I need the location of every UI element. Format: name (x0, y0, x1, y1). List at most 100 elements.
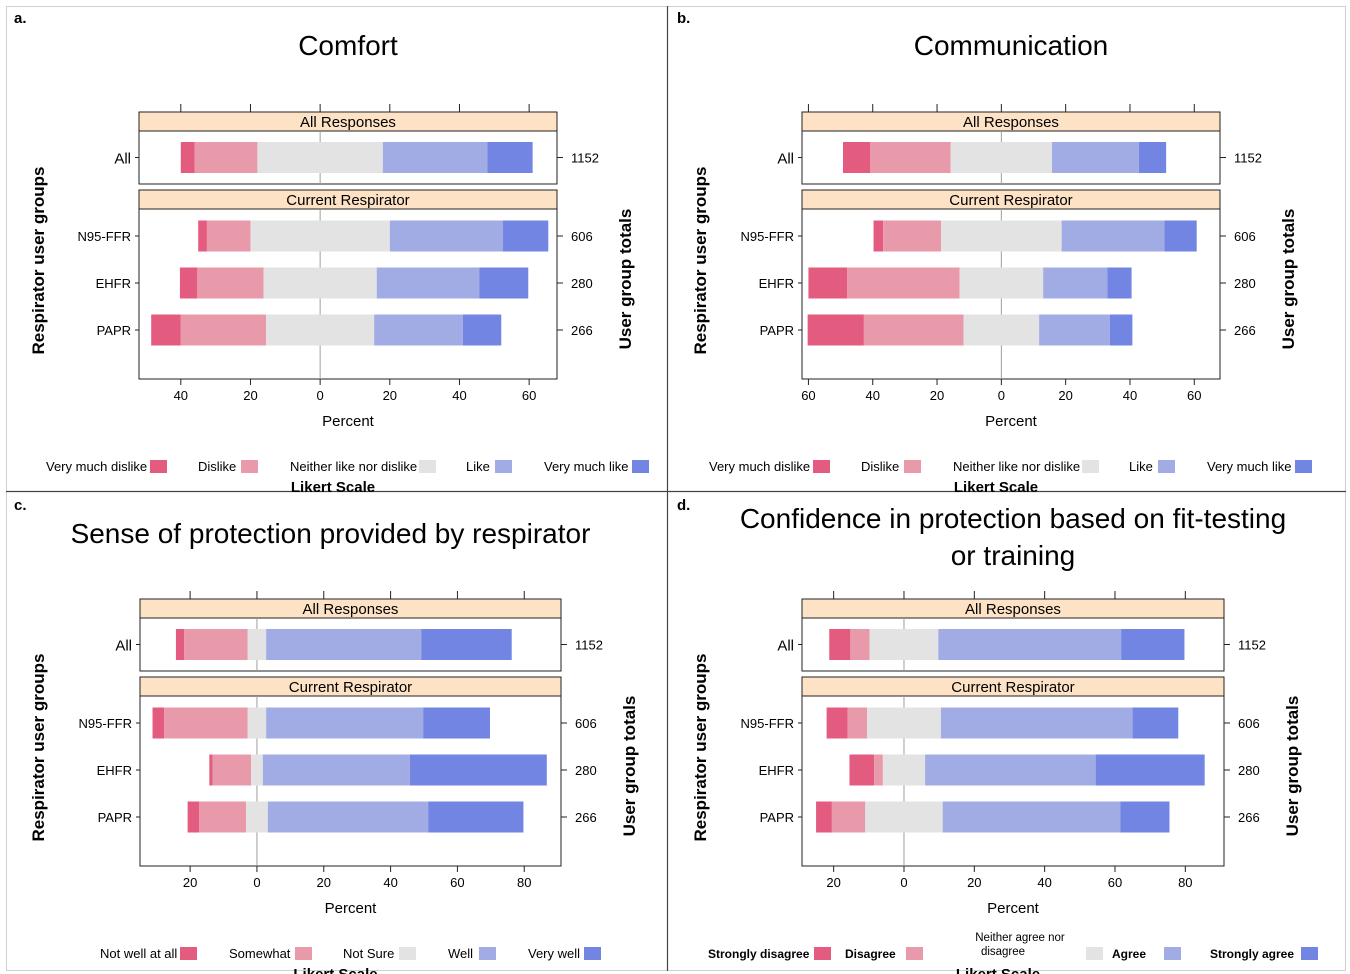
group-label: PAPR (98, 810, 132, 825)
x-tick-label: 20 (930, 388, 944, 403)
legend-title: Likert Scale (956, 966, 1040, 974)
x-axis-label: Percent (985, 413, 1038, 430)
bar-segment-ehfr-1 (849, 754, 875, 786)
group-total: 266 (1238, 810, 1260, 825)
bar-segment-n95-ffr-1 (873, 220, 884, 252)
legend-label: Very much dislike (46, 459, 147, 474)
legend-swatch (1164, 947, 1181, 960)
bar-segment-ehfr-2 (212, 754, 252, 786)
legend-label: Well (448, 946, 473, 961)
group-total: 606 (571, 229, 593, 244)
strip-current-label: Current Respirator (289, 679, 412, 696)
legend-label: Disagree (845, 947, 896, 961)
bar-segment-ehfr-1 (209, 754, 213, 786)
strip-all-label: All Responses (963, 114, 1059, 131)
legend-label: Neither like nor dislike (953, 459, 1080, 474)
legend-label: Strongly agree (1210, 947, 1294, 961)
bar-segment-papr-3 (963, 314, 1040, 346)
bar-segment-n95-ffr-4 (266, 707, 424, 739)
group-label: PAPR (97, 323, 131, 338)
legend-swatch (1158, 460, 1175, 473)
legend-label: Not Sure (343, 946, 394, 961)
bar-segment-papr-4 (942, 801, 1121, 833)
group-label: EHFR (759, 763, 794, 778)
y-axis-label-left: Respirator user groups (29, 167, 48, 355)
x-tick-label: 60 (450, 875, 464, 890)
group-label: N95-FFR (741, 229, 794, 244)
legend-swatch (1082, 460, 1099, 473)
bar-segment-all-2 (194, 142, 258, 173)
strip-all-label: All Responses (300, 114, 396, 131)
bar-segment-n95-ffr-3 (247, 707, 267, 739)
bar-segment-ehfr-3 (251, 754, 263, 786)
legend-swatch (584, 947, 601, 960)
panel-letter: d. (677, 497, 690, 514)
legend-swatch (1086, 947, 1103, 960)
bar-segment-n95-ffr-5 (1132, 707, 1179, 739)
legend-swatch (479, 947, 496, 960)
group-total: 606 (575, 716, 597, 731)
group-label: All (114, 151, 131, 168)
legend-swatch (813, 460, 830, 473)
panel-letter: a. (14, 10, 27, 27)
x-axis-label: Percent (987, 900, 1040, 917)
bar-segment-all-1 (829, 629, 851, 660)
x-axis-label: Percent (322, 413, 375, 430)
legend-label: Dislike (198, 459, 236, 474)
bar-segment-n95-ffr-1 (826, 707, 848, 739)
bar-segment-ehfr-2 (197, 267, 264, 299)
bar-segment-ehfr-4 (376, 267, 480, 299)
x-tick-label: 0 (900, 875, 907, 890)
legend-label: Neither agree nor (975, 932, 1065, 944)
group-total: 280 (575, 763, 597, 778)
bar-segment-n95-ffr-4 (1061, 220, 1165, 252)
bar-segment-n95-ffr-2 (206, 220, 251, 252)
group-label: N95-FFR (79, 716, 132, 731)
group-total: 266 (575, 810, 597, 825)
bar-segment-n95-ffr-2 (847, 707, 868, 739)
bar-segment-ehfr-2 (847, 267, 960, 299)
legend-swatch (241, 460, 258, 473)
x-tick-label: 40 (174, 388, 188, 403)
bar-segment-ehfr-4 (925, 754, 1096, 786)
bar-segment-ehfr-3 (263, 267, 377, 299)
legend-swatch (295, 947, 312, 960)
legend-title: Likert Scale (291, 479, 375, 496)
legend-label: Very much like (1207, 459, 1292, 474)
x-tick-label: 20 (1058, 388, 1072, 403)
bar-segment-ehfr-1 (808, 267, 848, 299)
legend-swatch (180, 947, 197, 960)
x-tick-label: 40 (1123, 388, 1137, 403)
bar-segment-all-4 (938, 629, 1122, 660)
chart-title-line: or training (951, 540, 1076, 571)
bar-segment-all-1 (175, 629, 185, 660)
x-axis-label: Percent (325, 900, 378, 917)
bar-segment-all-4 (266, 629, 422, 660)
group-total: 606 (1238, 716, 1260, 731)
bar-segment-papr-5 (1109, 314, 1133, 346)
bar-segment-papr-2 (863, 314, 964, 346)
bar-segment-all-5 (487, 142, 533, 173)
y-axis-label-right: User group totals (620, 696, 639, 837)
bar-segment-all-3 (950, 142, 1052, 173)
x-tick-label: 20 (183, 875, 197, 890)
legend-swatch (906, 947, 923, 960)
x-tick-label: 80 (517, 875, 531, 890)
y-axis-label-left: Respirator user groups (29, 654, 48, 842)
legend-swatch (814, 947, 831, 960)
group-label: All (777, 638, 794, 655)
legend-swatch (1301, 947, 1318, 960)
bar-segment-n95-ffr-3 (867, 707, 941, 739)
legend-title: Likert Scale (954, 479, 1038, 496)
group-label: EHFR (759, 276, 794, 291)
bar-segment-n95-ffr-2 (164, 707, 248, 739)
y-axis-label-right: User group totals (1283, 696, 1302, 837)
group-label: All (115, 638, 132, 655)
bar-segment-ehfr-4 (1043, 267, 1108, 299)
panel-letter: b. (677, 10, 690, 27)
group-label: PAPR (760, 323, 794, 338)
x-tick-label: 40 (452, 388, 466, 403)
figure-border (6, 6, 1346, 971)
x-tick-label: 0 (317, 388, 324, 403)
